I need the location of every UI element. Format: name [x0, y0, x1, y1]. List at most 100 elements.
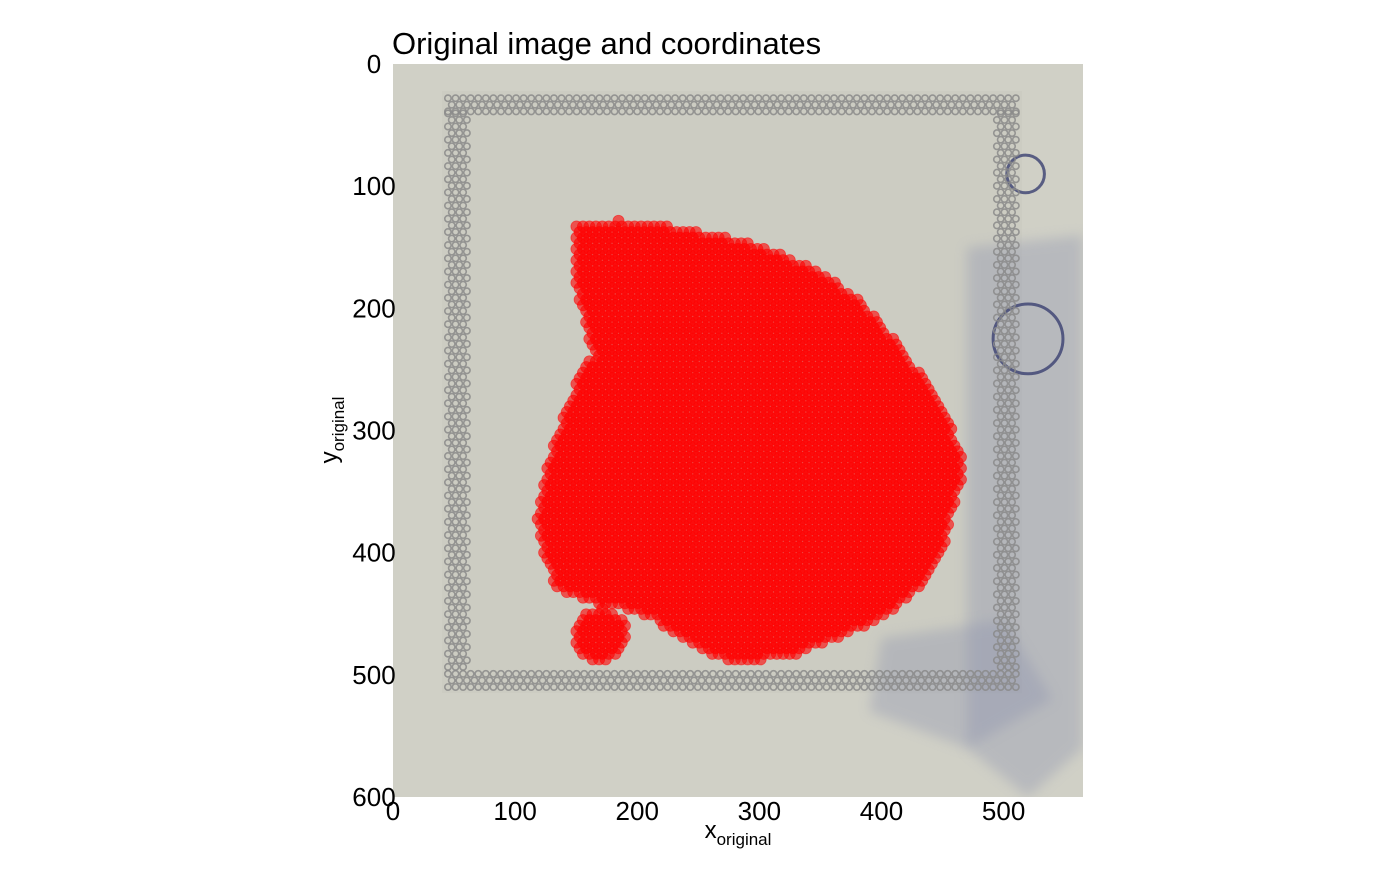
- fiducial-spot: [621, 676, 630, 685]
- fiducial-spot: [455, 511, 464, 520]
- fiducial-spot: [485, 676, 494, 685]
- fiducial-spot: [580, 669, 589, 678]
- fiducial-spot: [459, 478, 468, 487]
- fiducial-spot: [1008, 247, 1017, 256]
- fiducial-spot: [655, 94, 664, 103]
- fiducial-spot: [625, 107, 634, 116]
- fiducial-spot: [443, 293, 452, 302]
- fiducial-spot: [784, 107, 793, 116]
- fiducial-spot: [443, 531, 452, 540]
- fiducial-spot: [455, 234, 464, 243]
- fiducial-spot: [765, 100, 774, 109]
- fiducial-spot: [898, 669, 907, 678]
- fiducial-spot: [459, 649, 468, 658]
- fiducial-spot: [924, 100, 933, 109]
- fiducial-spot: [1011, 610, 1020, 619]
- fiducial-spot: [1004, 491, 1013, 500]
- fiducial-spot: [970, 676, 979, 685]
- fiducial-spot: [447, 247, 456, 256]
- fiducial-spot: [996, 307, 1005, 316]
- fiducial-spot: [640, 683, 649, 692]
- fiducial-spot: [1004, 109, 1013, 118]
- fiducial-spot: [633, 94, 642, 103]
- fiducial-spot: [542, 669, 551, 678]
- fiducial-spot: [1004, 623, 1013, 632]
- fiducial-spot: [565, 683, 574, 692]
- fiducial-spot: [780, 100, 789, 109]
- fiducial-spot: [1008, 168, 1017, 177]
- fiducial-spot: [712, 100, 721, 109]
- fiducial-spot: [898, 107, 907, 116]
- fiducial-spot: [992, 115, 1001, 124]
- fiducial-spot: [799, 107, 808, 116]
- fiducial-spot: [459, 280, 468, 289]
- fiducial-spot: [1011, 162, 1020, 171]
- fiducial-spot: [716, 683, 725, 692]
- fiducial-spot: [1008, 379, 1017, 388]
- fiducial-spot: [451, 597, 460, 605]
- fiducial-spot: [546, 100, 555, 109]
- fiducial-spot: [958, 669, 967, 678]
- fiducial-spot: [459, 583, 468, 592]
- fiducial-spot: [496, 107, 505, 116]
- fiducial-spot: [602, 107, 611, 116]
- fiducial-spot: [811, 100, 820, 109]
- fiducial-spot: [1011, 267, 1020, 276]
- fiducial-spot: [1000, 471, 1009, 480]
- fiducial-spot: [996, 597, 1005, 605]
- fiducial-spot: [1000, 484, 1009, 493]
- fiducial-spot: [1000, 498, 1009, 507]
- fiducial-spot: [451, 570, 460, 579]
- fiducial-spot: [890, 669, 899, 678]
- fiducial-spot: [447, 471, 456, 480]
- fiducial-spot: [572, 94, 581, 103]
- fiducial-spot: [758, 676, 767, 685]
- fiducial-spot: [451, 531, 460, 540]
- fiducial-spot: [1011, 597, 1020, 605]
- fiducial-spot: [515, 676, 524, 685]
- fiducial-spot: [451, 636, 460, 645]
- fiducial-spot: [849, 676, 858, 685]
- fiducial-spot: [459, 544, 468, 553]
- fiducial-spot: [1000, 100, 1009, 109]
- fiducial-spot: [996, 135, 1005, 144]
- fiducial-spot: [777, 669, 786, 678]
- y-tick-label: 600: [352, 782, 395, 812]
- fiducial-spot: [447, 676, 456, 685]
- spot-point: [832, 630, 845, 643]
- fiducial-spot: [996, 214, 1005, 223]
- fiducial-spot: [455, 484, 464, 493]
- fiducial-spot: [451, 333, 460, 342]
- fiducial-spot: [447, 326, 456, 335]
- fiducial-spot: [1004, 254, 1013, 263]
- fiducial-spot: [966, 94, 975, 103]
- fiducial-spot: [1000, 195, 1009, 204]
- fiducial-spot: [1008, 260, 1017, 269]
- fiducial-spot: [996, 333, 1005, 342]
- fiducial-spot: [538, 100, 547, 109]
- fiducial-spot: [928, 94, 937, 103]
- fiducial-spot: [992, 676, 1001, 685]
- fiducial-spot: [992, 405, 1001, 414]
- fiducial-spot: [508, 676, 517, 685]
- fiducial-spot: [996, 583, 1005, 592]
- fiducial-spot: [992, 564, 1001, 573]
- fiducial-spot: [663, 669, 672, 678]
- fiducial-spot: [678, 669, 687, 678]
- fiducial-spot: [841, 676, 850, 685]
- y-tick-label: 100: [352, 171, 395, 201]
- fiducial-spot: [659, 676, 668, 685]
- fiducial-spot: [761, 94, 770, 103]
- fiducial-spot: [992, 300, 1001, 309]
- fiducial-spot: [905, 683, 914, 692]
- fiducial-spot: [731, 94, 740, 103]
- fiducial-spot: [992, 221, 1001, 230]
- fiducial-spot: [663, 94, 672, 103]
- fiducial-spot: [447, 419, 456, 428]
- fiducial-spot: [1011, 531, 1020, 540]
- fiducial-spot: [447, 379, 456, 388]
- fiducial-spot: [447, 353, 456, 362]
- fiducial-spot: [822, 94, 831, 103]
- fiducial-spot: [655, 669, 664, 678]
